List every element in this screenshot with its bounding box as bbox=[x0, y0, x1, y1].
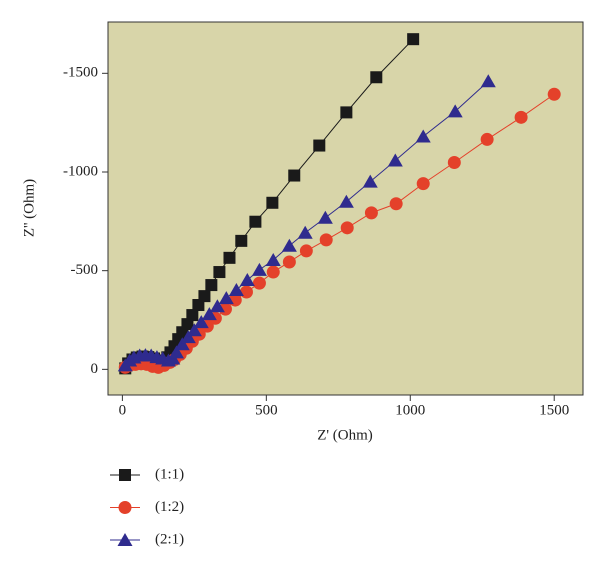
x-tick-label: 0 bbox=[119, 402, 127, 418]
marker bbox=[180, 330, 196, 344]
marker bbox=[447, 156, 461, 170]
marker bbox=[514, 110, 528, 124]
marker bbox=[181, 318, 194, 331]
marker bbox=[313, 139, 326, 152]
y-tick-label: -1000 bbox=[63, 163, 98, 179]
marker bbox=[480, 74, 496, 88]
y-axis-label: Z'' (Ohm) bbox=[21, 179, 37, 237]
marker bbox=[198, 290, 211, 303]
marker bbox=[209, 299, 225, 313]
marker bbox=[547, 87, 561, 101]
marker bbox=[387, 153, 403, 167]
marker bbox=[362, 174, 378, 188]
marker bbox=[288, 169, 301, 182]
marker bbox=[186, 323, 202, 337]
marker bbox=[249, 215, 262, 228]
marker bbox=[364, 206, 378, 220]
marker bbox=[252, 276, 266, 290]
x-tick-label: 1000 bbox=[395, 402, 425, 418]
legend-marker bbox=[118, 501, 132, 514]
marker bbox=[235, 234, 248, 247]
legend-label: (1:2) bbox=[155, 499, 184, 515]
legend-label: (1:1) bbox=[155, 466, 184, 482]
marker bbox=[186, 309, 199, 322]
marker bbox=[317, 210, 333, 224]
marker bbox=[174, 337, 190, 351]
marker bbox=[281, 238, 297, 252]
marker bbox=[201, 307, 217, 321]
x-axis-label: Z' (Ohm) bbox=[317, 427, 373, 443]
marker bbox=[319, 233, 333, 247]
marker bbox=[239, 272, 255, 286]
marker bbox=[223, 251, 236, 264]
marker bbox=[299, 244, 313, 258]
marker bbox=[266, 265, 280, 279]
marker bbox=[213, 266, 226, 279]
marker bbox=[338, 194, 354, 208]
y-tick-label: -1500 bbox=[63, 65, 98, 81]
marker bbox=[266, 196, 279, 209]
marker bbox=[416, 177, 430, 191]
marker bbox=[251, 262, 267, 276]
y-tick-label: -500 bbox=[71, 262, 99, 278]
legend-label: (2:1) bbox=[155, 531, 184, 547]
legend-marker bbox=[117, 533, 133, 546]
marker bbox=[228, 283, 244, 297]
x-tick-label: 1500 bbox=[539, 402, 569, 418]
marker bbox=[447, 104, 463, 118]
marker bbox=[193, 315, 209, 329]
marker bbox=[389, 197, 403, 211]
marker bbox=[480, 132, 494, 146]
marker bbox=[205, 279, 218, 292]
legend-marker bbox=[119, 469, 131, 481]
marker bbox=[340, 106, 353, 119]
marker bbox=[218, 302, 232, 316]
x-tick-label: 500 bbox=[255, 402, 278, 418]
marker bbox=[407, 33, 420, 46]
marker bbox=[297, 225, 313, 239]
y-tick-label: 0 bbox=[91, 361, 99, 377]
marker bbox=[415, 129, 431, 143]
marker bbox=[340, 221, 354, 235]
marker bbox=[239, 285, 253, 299]
marker bbox=[218, 291, 234, 305]
marker bbox=[370, 71, 383, 84]
marker bbox=[282, 255, 296, 269]
marker bbox=[169, 345, 185, 359]
marker bbox=[265, 253, 281, 267]
